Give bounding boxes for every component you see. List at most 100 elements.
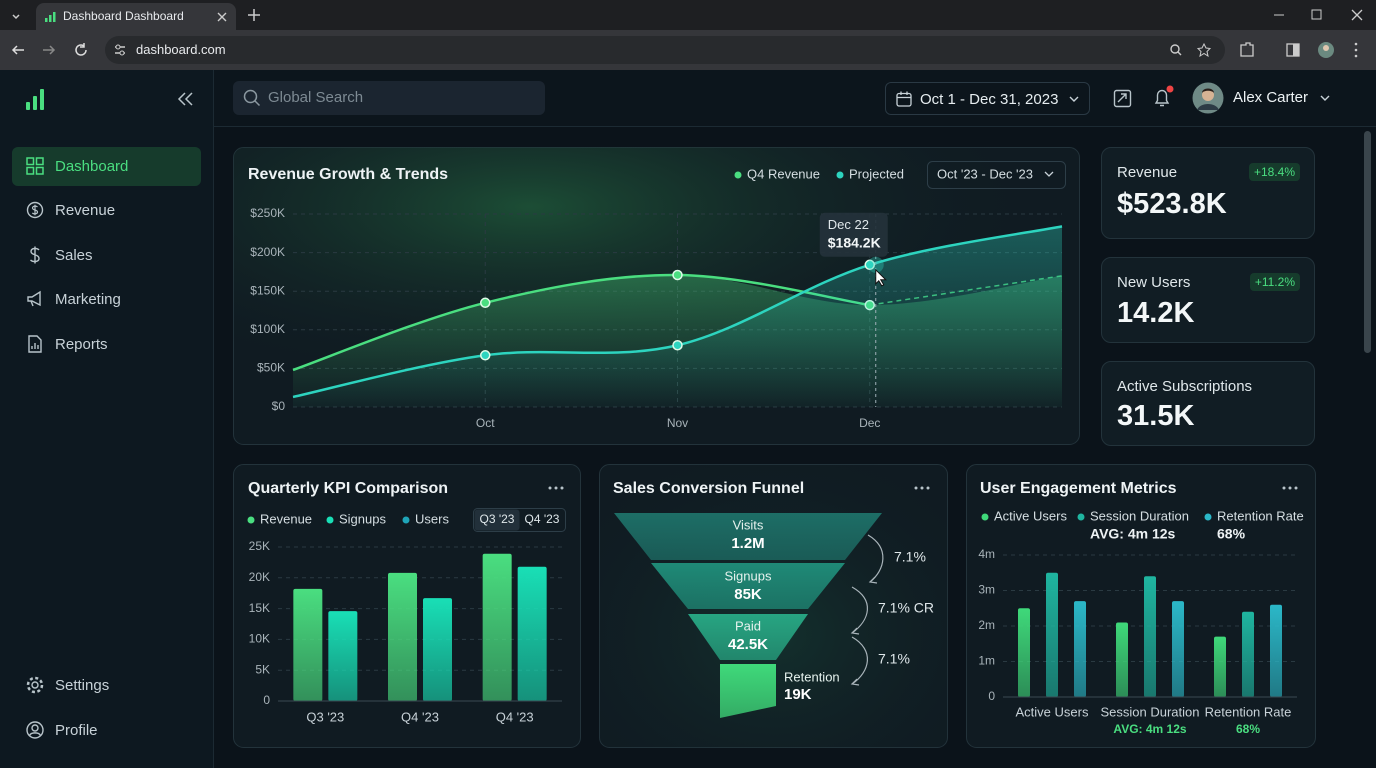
nav-item[interactable]: Reports bbox=[12, 325, 201, 364]
user-name[interactable]: Alex Carter bbox=[1233, 89, 1309, 106]
y-tick-label: 10K bbox=[249, 632, 270, 646]
range-selector[interactable] bbox=[927, 161, 1066, 189]
legend-marker bbox=[1204, 513, 1212, 521]
bar bbox=[482, 553, 512, 701]
stat-value: $523.8K bbox=[1117, 188, 1227, 220]
x-tick-label: Dec bbox=[859, 416, 880, 430]
card-glow bbox=[233, 147, 1080, 445]
nav-label: Settings bbox=[55, 677, 110, 694]
nav-icon bbox=[26, 157, 44, 175]
funnel-stage bbox=[651, 563, 845, 609]
logo bbox=[26, 89, 44, 110]
legend-marker bbox=[981, 513, 989, 521]
tab-close[interactable] bbox=[216, 11, 228, 23]
address-bar[interactable]: dashboard.com bbox=[105, 36, 1225, 64]
legend-marker bbox=[247, 516, 255, 524]
stat-change: +18.4% bbox=[1248, 163, 1300, 181]
nav-label: Reports bbox=[55, 336, 108, 353]
point bbox=[864, 299, 875, 311]
nav-item[interactable]: Dashboard bbox=[12, 147, 201, 186]
browser-actions[interactable] bbox=[1238, 40, 1368, 60]
legend-note: AVG: 4m 12s bbox=[1090, 526, 1176, 542]
legend-marker bbox=[326, 516, 334, 524]
nav-label: Revenue bbox=[55, 202, 116, 219]
line bbox=[292, 225, 1063, 399]
legend-label: Session Duration bbox=[1090, 508, 1189, 523]
new-tab[interactable] bbox=[246, 7, 262, 23]
nav-item[interactable]: Settings bbox=[12, 666, 201, 705]
card bbox=[966, 464, 1316, 748]
funnel-stage-value: 42.5K bbox=[728, 636, 768, 653]
nav-item[interactable]: Sales bbox=[12, 236, 201, 275]
nav-item[interactable]: Profile bbox=[12, 711, 201, 750]
more-menu[interactable] bbox=[914, 486, 930, 490]
y-tick-label: 0 bbox=[263, 693, 270, 707]
legend-label: Retention Rate bbox=[1217, 508, 1304, 523]
notifications-button[interactable] bbox=[1152, 85, 1176, 109]
y-tick-label: $0 bbox=[272, 399, 286, 413]
conversion-rate: 7.1% bbox=[894, 549, 926, 565]
bar bbox=[1270, 604, 1282, 697]
y-tick-label: 1m bbox=[978, 654, 995, 668]
legend-label: Projected bbox=[849, 166, 904, 181]
x-tick-label: Retention Rate bbox=[1205, 704, 1292, 719]
date-picker[interactable]: Oct 1 - Dec 31, 2023 bbox=[885, 82, 1090, 115]
legend-marker bbox=[734, 171, 742, 179]
bar bbox=[1116, 622, 1128, 697]
x-tick-label: Session Duration bbox=[1101, 704, 1200, 719]
conversion-arrow bbox=[867, 534, 884, 583]
point bbox=[480, 297, 491, 309]
site-info[interactable] bbox=[113, 43, 127, 57]
nav-item[interactable]: Revenue bbox=[12, 191, 201, 230]
funnel-stage-label: Retention bbox=[784, 669, 840, 684]
export-button[interactable] bbox=[1113, 89, 1133, 109]
legend-marker bbox=[402, 516, 410, 524]
user-menu-chevron[interactable] bbox=[1319, 93, 1331, 103]
legend-label: Q4 Revenue bbox=[747, 166, 820, 181]
search-box[interactable]: Global Search bbox=[233, 81, 545, 115]
toggle-active[interactable] bbox=[474, 509, 520, 531]
funnel-stage bbox=[720, 664, 776, 718]
card-glow bbox=[599, 464, 948, 748]
more-menu[interactable] bbox=[548, 486, 564, 490]
scrollbar[interactable] bbox=[1364, 131, 1371, 353]
bar bbox=[1018, 608, 1030, 697]
tab-title: Dashboard Dashboard bbox=[63, 9, 184, 23]
collapse-button[interactable] bbox=[177, 91, 195, 107]
funnel-stage-label: Visits bbox=[733, 517, 764, 532]
nav-buttons[interactable] bbox=[10, 42, 90, 58]
tab-menu[interactable] bbox=[8, 8, 24, 24]
nav-icon bbox=[26, 201, 44, 219]
arrow-head bbox=[850, 627, 860, 635]
nav-label: Sales bbox=[55, 247, 93, 264]
window-controls[interactable] bbox=[1270, 7, 1370, 23]
more-menu[interactable] bbox=[1282, 486, 1298, 490]
card bbox=[233, 464, 581, 748]
x-tick-note: AVG: 4m 12s bbox=[1113, 722, 1186, 736]
card bbox=[233, 147, 1080, 445]
avatar[interactable] bbox=[1192, 82, 1224, 114]
bar bbox=[1172, 601, 1184, 697]
x-tick-label: Active Users bbox=[1016, 704, 1089, 719]
tab[interactable]: Dashboard Dashboard bbox=[36, 3, 236, 30]
chart-title: Revenue Growth & Trends bbox=[248, 166, 448, 183]
stat-card: Revenue +18.4% $523.8K bbox=[1101, 147, 1315, 239]
date-range: Oct 1 - Dec 31, 2023 bbox=[920, 91, 1059, 108]
bar bbox=[1144, 576, 1156, 697]
toggle-label[interactable]: Q4 '23 bbox=[525, 512, 560, 526]
point bbox=[480, 350, 491, 361]
toolbar: dashboard.com bbox=[0, 30, 1376, 70]
arrow-head bbox=[868, 576, 878, 584]
chevron bbox=[1069, 96, 1079, 102]
y-tick-label: 25K bbox=[249, 539, 270, 553]
nav-label: Profile bbox=[55, 722, 98, 739]
favicon bbox=[45, 12, 56, 22]
point bbox=[672, 339, 683, 351]
y-tick-label: 15K bbox=[249, 601, 270, 615]
funnel-stage bbox=[688, 614, 808, 660]
chart-title: Sales Conversion Funnel bbox=[613, 480, 804, 497]
toggle-label[interactable]: Q3 '23 bbox=[480, 512, 515, 526]
y-tick-label: $100K bbox=[250, 322, 285, 336]
url-actions[interactable] bbox=[1169, 43, 1219, 57]
nav-item[interactable]: Marketing bbox=[12, 280, 201, 319]
